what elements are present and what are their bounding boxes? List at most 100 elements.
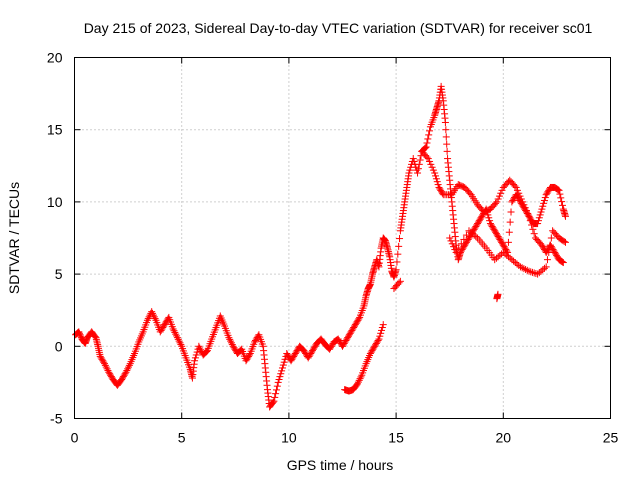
data-point [513,186,521,194]
data-point [244,354,252,362]
data-point [245,352,253,360]
data-point [495,192,503,200]
data-point [443,140,451,148]
data-point [395,242,403,250]
data-point [292,348,300,356]
data-point [501,250,509,258]
data-point [348,326,356,334]
data-point [357,373,365,381]
data-point [344,334,352,342]
data-point [518,264,526,272]
data-point [442,133,450,141]
data-point [424,135,432,143]
data-point [529,225,537,233]
data-point [560,237,568,245]
data-point [345,332,353,340]
data-point [509,196,517,204]
data-point [326,344,334,352]
data-point [106,370,114,378]
data-point [421,144,429,152]
data-point [353,318,361,326]
data-point [535,214,543,222]
data-point [396,277,404,285]
data-point [486,217,494,225]
data-point [291,350,299,358]
data-point [278,364,286,372]
data-point [119,373,127,381]
data-point [441,118,449,126]
data-point [555,186,563,194]
data-point [507,208,515,216]
data-point [354,380,362,388]
data-point [326,345,334,353]
data-point [406,166,414,174]
data-point [496,251,504,259]
data-point [522,265,530,273]
data-point [450,243,458,251]
data-point [372,341,380,349]
data-point [284,351,292,359]
data-point [472,233,480,241]
data-point [355,315,363,323]
data-point [558,198,566,206]
data-point [227,339,235,347]
data-point [374,337,382,345]
data-point [158,325,166,333]
data-point [202,348,210,356]
x-axis-label: GPS time / hours [287,457,394,473]
data-point [442,126,450,134]
y-tick-label: 0 [55,338,63,354]
data-point [76,331,84,339]
data-point [498,238,506,246]
data-point [343,335,351,343]
data-point [499,241,507,249]
data-point [519,198,527,206]
data-point [557,194,565,202]
data-point [288,355,296,363]
data-point [99,357,107,365]
data-point [149,309,157,317]
data-point [558,257,566,265]
data-point [498,186,506,194]
data-point [513,260,521,268]
data-point [438,188,446,196]
data-point [373,338,381,346]
y-tick-label: 20 [47,50,63,66]
y-tick-label: 10 [47,194,63,210]
data-point [488,222,496,230]
y-axis-label: SDTVAR / TECUs [6,182,22,294]
data-point [492,228,500,236]
data-point [172,330,180,338]
data-point [537,208,545,216]
data-point [474,220,482,228]
data-point [474,218,482,226]
data-point [151,315,159,323]
data-point [505,228,513,236]
data-point [487,221,495,229]
data-point [378,324,386,332]
x-tick-label: 25 [603,430,619,446]
data-point [377,329,385,337]
data-point [355,376,363,384]
data-point [122,368,130,376]
data-point [226,335,234,343]
data-point [552,250,560,258]
data-point [542,263,550,271]
data-point [143,316,151,324]
data-point [251,338,259,346]
data-point [225,334,233,342]
data-point [511,259,519,267]
data-point [270,397,278,405]
data-point [192,351,200,359]
data-point [522,207,530,215]
data-point [541,194,549,202]
data-point [278,367,286,375]
data-point [550,247,558,255]
data-point [493,231,501,239]
data-point [306,351,314,359]
data-point [516,192,524,200]
data-point [148,308,156,316]
data-point [349,325,357,333]
data-point [171,328,179,336]
